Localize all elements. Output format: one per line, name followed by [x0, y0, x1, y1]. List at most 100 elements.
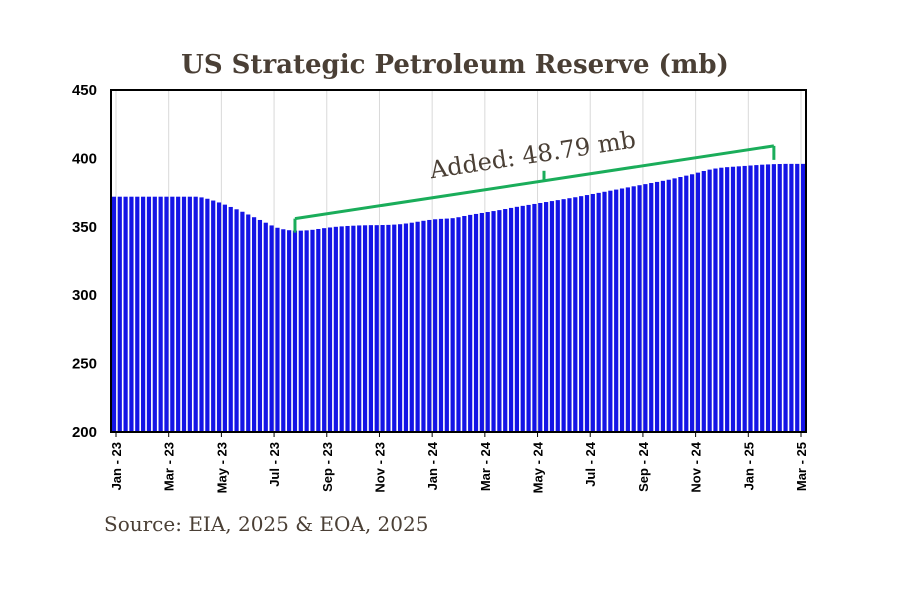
- bar: [643, 184, 648, 432]
- bar: [497, 210, 502, 432]
- bar: [713, 168, 718, 432]
- bar: [316, 228, 321, 432]
- x-tick-label: Nov - 24: [689, 441, 704, 492]
- bar: [397, 224, 403, 432]
- bar: [117, 196, 122, 432]
- x-tick-label: Jan - 25: [741, 442, 756, 490]
- bar: [619, 188, 625, 432]
- x-tick-label: Mar - 25: [794, 442, 809, 491]
- bar: [485, 212, 490, 432]
- bar: [503, 209, 508, 432]
- bar: [181, 196, 187, 432]
- bar: [123, 196, 128, 432]
- bar: [748, 165, 753, 432]
- bar: [602, 191, 607, 432]
- bar: [357, 225, 362, 432]
- bar: [479, 212, 484, 432]
- bar: [158, 196, 163, 432]
- bar: [310, 229, 315, 432]
- source-note: Source: EIA, 2025 & EOA, 2025: [104, 512, 429, 536]
- bar: [333, 226, 338, 432]
- bar: [590, 193, 595, 432]
- bar: [380, 225, 385, 432]
- x-tick-label: Sep - 23: [320, 442, 335, 492]
- bar: [561, 199, 566, 432]
- bar: [508, 207, 514, 432]
- bar: [672, 178, 677, 432]
- bar: [725, 167, 730, 432]
- bar: [690, 174, 695, 432]
- bar: [730, 166, 736, 432]
- bar: [322, 228, 327, 432]
- bar: [281, 229, 286, 432]
- bar: [164, 196, 169, 432]
- bar: [444, 218, 449, 432]
- bar: [438, 218, 444, 432]
- bar: [298, 230, 303, 432]
- bar-series: [111, 163, 806, 433]
- bar: [765, 164, 771, 433]
- bar: [421, 220, 426, 432]
- bar: [216, 202, 222, 432]
- bar: [304, 230, 309, 432]
- bar: [135, 196, 140, 432]
- bar: [514, 206, 520, 432]
- bar: [193, 196, 198, 432]
- bar: [433, 219, 438, 432]
- bar: [614, 189, 619, 432]
- bar: [596, 192, 601, 432]
- bar: [789, 163, 794, 432]
- bar: [246, 214, 251, 432]
- bar: [637, 185, 642, 432]
- bar: [707, 169, 712, 432]
- x-tick-label: Nov - 23: [372, 442, 387, 493]
- bar: [427, 219, 432, 432]
- bar: [567, 198, 572, 432]
- bar: [549, 201, 555, 432]
- bar: [257, 219, 263, 432]
- x-tick-label: Sep - 24: [636, 441, 651, 492]
- bar: [152, 196, 157, 432]
- bar: [228, 206, 233, 432]
- bar: [684, 175, 689, 433]
- bar: [771, 164, 776, 432]
- bar: [403, 223, 409, 432]
- bar: [456, 217, 461, 432]
- bar: [649, 183, 654, 432]
- bar: [199, 197, 204, 432]
- bar: [701, 170, 706, 432]
- y-tick-label: 400: [72, 150, 97, 167]
- bar: [678, 177, 683, 432]
- bar: [555, 200, 560, 432]
- bar: [695, 172, 701, 432]
- bar: [292, 230, 298, 432]
- bar: [415, 221, 420, 432]
- bar: [760, 164, 765, 432]
- bar: [409, 222, 414, 432]
- chart-title: US Strategic Petroleum Reserve (mb): [181, 50, 729, 80]
- bar: [374, 225, 379, 432]
- bar: [666, 179, 671, 432]
- plot-frame: [110, 89, 807, 433]
- bar: [473, 213, 479, 432]
- bar: [176, 196, 181, 432]
- x-tick-label: Jul - 24: [583, 441, 598, 487]
- bar: [450, 218, 455, 432]
- bar: [719, 167, 724, 432]
- bar: [544, 202, 549, 432]
- bar: [141, 196, 146, 432]
- bar: [491, 211, 496, 432]
- y-tick-label: 200: [72, 424, 97, 441]
- bar: [736, 166, 741, 432]
- bar: [187, 196, 192, 432]
- bar: [538, 202, 543, 432]
- bar: [170, 196, 175, 432]
- bar: [275, 227, 280, 432]
- bar: [532, 203, 537, 432]
- x-tick-label: Mar - 23: [162, 442, 177, 491]
- x-tick-label: Jan - 23: [109, 442, 124, 490]
- bar: [800, 163, 806, 432]
- bar: [742, 165, 747, 432]
- bar: [368, 225, 373, 432]
- bar: [573, 197, 578, 432]
